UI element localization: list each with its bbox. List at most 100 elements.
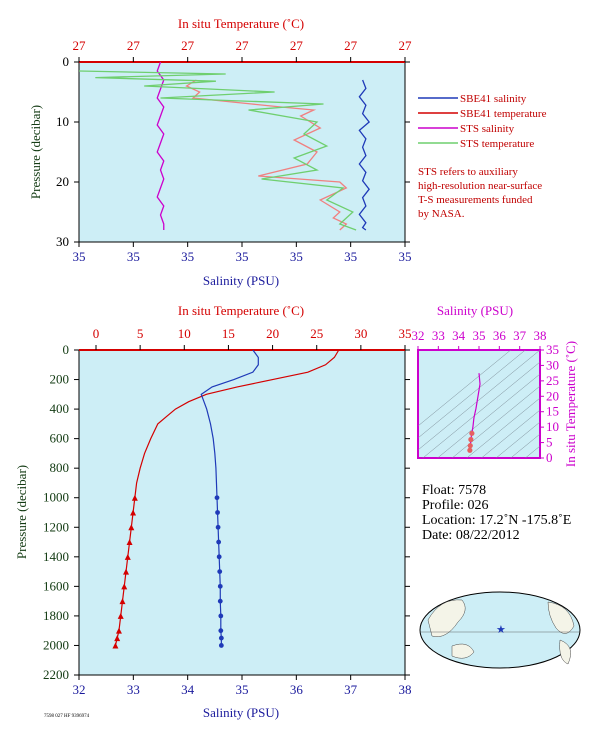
main-chart-y-tick-label: 2200 (43, 667, 69, 682)
top-chart-bottom-tick-label: 35 (344, 249, 357, 264)
legend-label-sts-temperature: STS temperature (460, 138, 534, 150)
ts-chart-isopycnal-line (437, 373, 540, 458)
top-chart-y-tick-label: 30 (56, 234, 69, 249)
main-chart-salinity-point (218, 613, 224, 619)
ts-chart-curve (469, 373, 481, 451)
top-chart-series-line-sbe41-salinity (358, 79, 371, 231)
world-map-landmass-south-america (559, 639, 571, 665)
ts-chart-isopycnal-line (524, 445, 540, 458)
ts-chart-point (468, 436, 474, 443)
ts-chart-y-tick-label: 5 (546, 435, 553, 450)
ts-chart-x-ticks: 32 33 34 35 36 37 38 (412, 328, 547, 350)
ts-chart-plot-area (417, 349, 541, 459)
legend: SBE41 salinity SBE41 temperature STS sal… (418, 93, 547, 150)
main-chart-top-ticks: 0 5 10 15 20 25 30 35 (93, 326, 412, 350)
ts-chart-xlabel: Salinity (PSU) (437, 303, 513, 318)
ts-chart-point (467, 443, 473, 449)
main-chart-y-tick-label: 2000 (43, 637, 69, 652)
main-chart-temperature-point (128, 524, 135, 531)
ts-chart-isopycnal-line (422, 361, 540, 458)
note-line-2: high-resolution near-surface (418, 180, 542, 192)
ts-chart-y-tick-label: 30 (546, 357, 559, 372)
ts-chart-x-tick-label: 38 (534, 328, 547, 343)
main-chart-bottom-tick-label: 32 (73, 682, 86, 697)
main-chart-temperature-point (130, 509, 137, 516)
info-location: Location: 17.2˚N -175.8˚E (422, 513, 571, 528)
info-profile: Profile: 026 (422, 498, 489, 513)
top-chart-y-tick-label: 10 (56, 114, 69, 129)
top-chart-series (78, 61, 371, 231)
top-chart-top-tick-label: 27 (290, 38, 304, 53)
main-chart-top-tick-label: 25 (310, 326, 323, 341)
ts-chart-isopycnal-line (481, 409, 540, 458)
info-date: Date: 08/22/2012 (422, 528, 520, 543)
ts-chart-y-tick-label: 15 (546, 404, 559, 419)
main-chart-bottom-tick-label: 36 (290, 682, 304, 697)
legend-label-sbe41-temperature: SBE41 temperature (460, 108, 547, 120)
main-chart-salinity-point (216, 539, 222, 545)
ts-chart-isopycnal-line (451, 385, 540, 458)
main-chart: In situ Temperature (˚C) 0 5 10 15 20 25 30 35 … (14, 303, 412, 720)
top-chart-top-tick-label: 27 (344, 38, 358, 53)
top-chart-series-line-sts-temperature (78, 70, 357, 231)
ts-chart-y-tick-label: 0 (546, 450, 553, 465)
top-chart-series-line-sts-salinity (156, 61, 165, 230)
main-chart-temperature-point (124, 553, 131, 560)
top-chart-y-ticks: 0 10 20 30 (56, 54, 410, 249)
top-chart-bottom-tick-label: 35 (73, 249, 86, 264)
note-line-1: STS refers to auxiliary (418, 166, 518, 178)
main-chart-temperature-point (112, 642, 119, 649)
main-chart-bottom-tick-label: 38 (399, 682, 412, 697)
main-chart-y-tick-label: 0 (63, 342, 70, 357)
main-chart-bottom-tick-label: 33 (127, 682, 140, 697)
main-chart-temperature-point (121, 583, 128, 590)
main-chart-salinity-point (218, 635, 224, 641)
main-chart-salinity-point (215, 524, 221, 530)
main-chart-salinity-point (218, 643, 224, 648)
main-chart-y-ticks: 0 200 400 600 800 1000 1200 1400 1600 1800 2000 220… (43, 342, 410, 682)
world-map-landmass-asia (427, 599, 466, 637)
ts-chart-isopycnal-line (466, 397, 540, 458)
main-chart-top-tick-label: 30 (354, 326, 367, 341)
main-chart-plot-area (78, 349, 406, 676)
main-chart-salinity-point (217, 583, 223, 589)
ts-chart-isopycnal-line (418, 350, 540, 451)
main-chart-y-tick-label: 1200 (43, 519, 69, 534)
main-chart-salinity-point (217, 598, 223, 604)
main-chart-salinity-point (215, 510, 220, 515)
ts-chart-isopycnal-line (495, 421, 540, 458)
ts-chart-y-tick-label: 20 (546, 388, 559, 403)
main-chart-temperature-line (114, 349, 340, 646)
world-map-landmass-north-america (547, 601, 575, 634)
main-chart-salinity-point (217, 569, 223, 574)
main-chart-y-tick-label: 400 (50, 401, 70, 416)
ts-chart-x-tick-label: 33 (432, 328, 445, 343)
ts-chart-point (467, 447, 473, 453)
main-chart-temperature-point (117, 612, 124, 619)
main-chart-temperature-point (126, 539, 133, 546)
ts-chart-x-tick-label: 34 (452, 328, 466, 343)
legend-label-sbe41-salinity: SBE41 salinity (460, 93, 527, 105)
main-chart-temperature-point (131, 494, 138, 501)
ts-chart-x-tick-label: 36 (493, 328, 507, 343)
top-chart-top-tick-label: 27 (181, 38, 195, 53)
main-chart-temperature-point (114, 635, 121, 642)
top-chart-ylabel: Pressure (decibar) (28, 105, 43, 199)
top-chart-bottom-tick-label: 35 (127, 249, 140, 264)
note: STS refers to auxiliary high-resolution … (418, 166, 542, 220)
main-chart-y-tick-label: 1000 (43, 490, 69, 505)
top-chart-y-tick-label: 0 (63, 54, 70, 69)
main-chart-y-tick-label: 1600 (43, 578, 69, 593)
main-chart-top-tick-label: 10 (178, 326, 191, 341)
world-map-landmass-australia (451, 643, 475, 659)
main-chart-y-tick-label: 800 (50, 460, 70, 475)
top-chart-y-tick-label: 20 (56, 174, 69, 189)
main-chart-top-axis-label: In situ Temperature (˚C) (178, 303, 304, 318)
top-chart-top-tick-label: 27 (127, 38, 141, 53)
main-chart-top-tick-label: 35 (399, 326, 412, 341)
main-chart-temperature-point (123, 568, 130, 575)
ts-chart-x-tick-label: 37 (513, 328, 527, 343)
ts-chart-point (469, 430, 475, 436)
